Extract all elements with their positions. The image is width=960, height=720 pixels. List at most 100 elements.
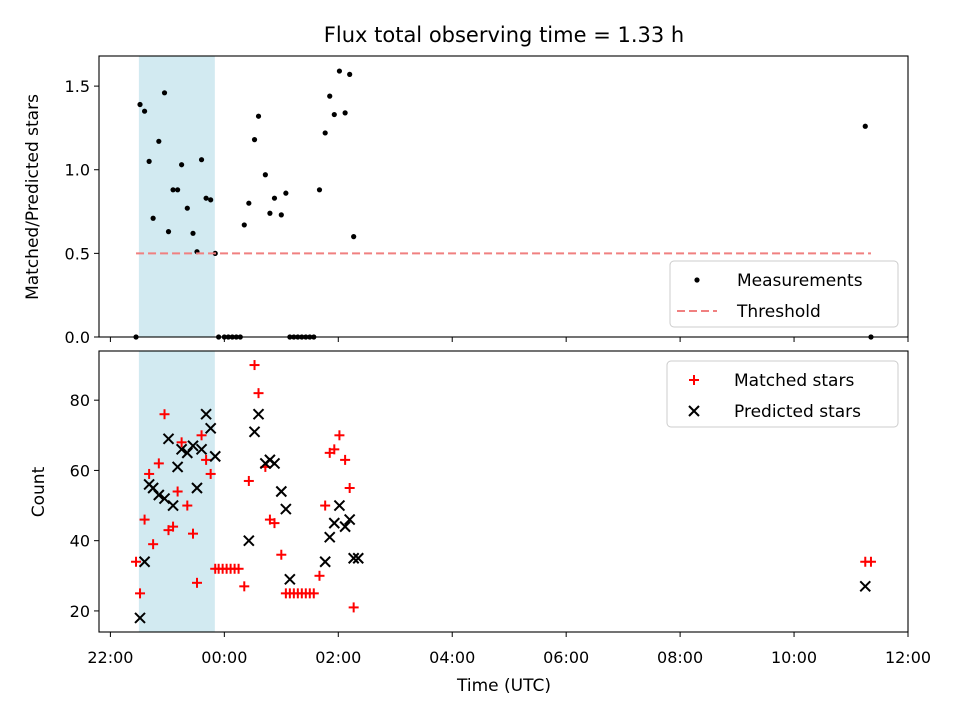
- measurement-point: [262, 172, 268, 178]
- x-tick-label: 10:00: [771, 648, 817, 667]
- measurement-point: [255, 113, 262, 119]
- predicted-stars-point: [243, 534, 255, 547]
- matched-stars-point: [276, 549, 287, 560]
- matched-stars-point: [148, 539, 159, 550]
- matched-stars-point: [139, 514, 150, 525]
- matched-stars-point: [334, 430, 345, 441]
- x-axis-label: Time (UTC): [456, 676, 551, 696]
- matched-stars-point: [320, 500, 331, 511]
- matched-stars-point: [249, 360, 260, 371]
- legend-marker-measurements: [694, 277, 700, 283]
- top-panel: 0.0 0.5 1.0 1.5 Measurements Threshold: [65, 55, 909, 347]
- predicted-stars-point: [333, 499, 346, 512]
- matched-stars-point: [329, 444, 340, 455]
- matched-stars-point: [865, 556, 876, 567]
- predicted-stars-point: [280, 503, 292, 515]
- legend-box: [669, 260, 899, 328]
- matched-stars-point: [168, 521, 179, 532]
- y-tick-label: 0.5: [65, 244, 90, 263]
- matched-stars-point: [172, 486, 183, 497]
- measurement-point: [246, 200, 252, 206]
- matched-stars-point: [191, 577, 202, 588]
- matched-stars-point: [340, 454, 351, 465]
- measurement-point: [184, 205, 190, 211]
- x-tick-label: 00:00: [201, 648, 247, 667]
- predicted-stars-point: [248, 426, 261, 438]
- predicted-stars-point: [284, 573, 296, 586]
- top-y-axis-label: Matched/Predicted stars: [23, 94, 43, 300]
- x-tick-label: 22:00: [87, 648, 133, 667]
- matched-stars-point: [201, 454, 212, 465]
- x-tick-label: 12:00: [885, 648, 931, 667]
- predicted-stars-point: [175, 443, 188, 456]
- legend-label: Measurements: [737, 271, 863, 291]
- measurement-point: [156, 138, 162, 144]
- measurement-point: [278, 212, 284, 218]
- y-tick-label: 1.5: [65, 77, 90, 96]
- matched-stars-point: [188, 528, 199, 539]
- x-tick-label: 08:00: [657, 648, 703, 667]
- y-tick-label: 0.0: [65, 328, 90, 347]
- legend-marker-predicted: [688, 405, 700, 417]
- measurement-point: [161, 90, 168, 96]
- predicted-stars-point: [209, 450, 221, 463]
- legend-label: Predicted stars: [734, 402, 861, 422]
- predicted-stars-point: [187, 440, 199, 452]
- predicted-stars-point: [153, 489, 165, 501]
- measurement-point: [150, 215, 156, 221]
- shaded-interval: [138, 56, 215, 337]
- matched-stars-point: [131, 556, 142, 567]
- measurement-point: [165, 229, 172, 235]
- measurement-point: [283, 190, 289, 196]
- x-tick-label: 02:00: [315, 648, 361, 667]
- predicted-stars-point: [138, 556, 151, 568]
- measurement-point: [327, 93, 333, 99]
- y-tick-label: 60: [70, 461, 90, 480]
- measurement-point: [190, 230, 196, 236]
- measurement-point: [198, 157, 205, 163]
- y-tick-label: 80: [70, 391, 90, 410]
- predicted-stars-point: [162, 433, 175, 445]
- x-tick-label: 04:00: [429, 648, 475, 667]
- predicted-stars-point: [167, 499, 179, 512]
- measurement-point: [271, 195, 278, 201]
- bottom-y-axis-label: Count: [29, 466, 49, 517]
- measurement-point: [347, 71, 353, 77]
- matched-stars-point: [314, 570, 325, 581]
- chart-title: Flux total observing time = 1.33 h: [324, 23, 684, 47]
- predicted-stars-point: [200, 408, 212, 420]
- matched-stars-point: [233, 563, 244, 574]
- predicted-stars-point: [204, 422, 217, 434]
- legend-label: Threshold: [736, 302, 821, 322]
- matched-stars-point: [182, 500, 193, 511]
- predicted-stars-point: [158, 492, 171, 505]
- measurement-point: [336, 68, 343, 74]
- predicted-stars-point: [339, 520, 351, 533]
- measurement-point: [316, 187, 323, 193]
- matched-stars-point: [344, 482, 355, 493]
- predicted-stars-point: [195, 443, 208, 456]
- legend-box: [666, 360, 899, 428]
- predicted-stars-point: [859, 580, 871, 593]
- measurement-point: [251, 137, 258, 143]
- measurement-point: [175, 187, 181, 193]
- measurement-point: [141, 108, 148, 114]
- matched-stars-point: [243, 475, 254, 486]
- x-tick-label: 06:00: [543, 648, 589, 667]
- predicted-stars-point: [343, 513, 356, 526]
- measurement-point: [241, 222, 247, 228]
- measurement-point: [862, 123, 868, 129]
- predicted-stars-point: [252, 408, 265, 420]
- matched-stars-point: [144, 468, 155, 479]
- plot-frame: [98, 55, 909, 338]
- predicted-stars-point: [268, 457, 281, 470]
- matched-stars-point: [153, 458, 164, 469]
- predicted-stars-point: [191, 482, 203, 494]
- matched-stars-point: [135, 588, 146, 599]
- predicted-stars-point: [328, 517, 341, 529]
- measurement-point: [322, 130, 328, 136]
- predicted-stars-point: [134, 612, 146, 624]
- measurement-point: [342, 110, 348, 116]
- measurement-point: [179, 162, 185, 168]
